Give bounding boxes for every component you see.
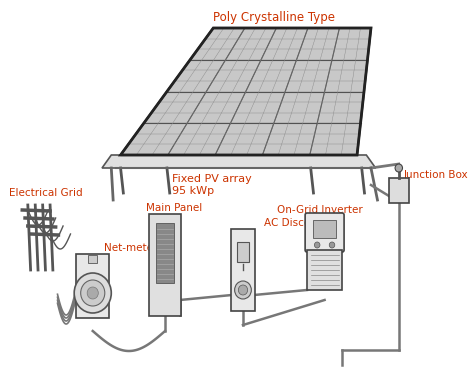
Bar (237, 242, 248, 262)
Bar (389, 178, 409, 203)
Circle shape (235, 281, 251, 299)
Text: Fixed PV array
95 kWp: Fixed PV array 95 kWp (172, 174, 251, 196)
Text: Junction Box: Junction Box (403, 170, 468, 180)
Text: On-Grid Inverter: On-Grid Inverter (277, 205, 363, 215)
Text: Main Panel: Main Panel (146, 203, 202, 213)
FancyBboxPatch shape (149, 214, 181, 316)
Bar (313, 220, 336, 238)
FancyBboxPatch shape (76, 254, 109, 318)
Text: Net-meter: Net-meter (104, 243, 157, 253)
Text: AC Disconnect: AC Disconnect (264, 218, 340, 228)
Bar (307, 250, 342, 290)
Circle shape (314, 242, 320, 248)
Circle shape (329, 242, 335, 248)
FancyBboxPatch shape (231, 229, 255, 311)
Text: Electrical Grid: Electrical Grid (9, 188, 83, 198)
Text: Poly Crystalline Type: Poly Crystalline Type (213, 11, 335, 25)
Circle shape (238, 285, 247, 295)
Polygon shape (102, 155, 375, 168)
Polygon shape (120, 28, 371, 155)
Circle shape (395, 164, 402, 172)
Circle shape (87, 287, 98, 299)
Bar (156, 223, 174, 283)
Circle shape (81, 280, 105, 306)
Circle shape (74, 273, 111, 313)
Bar (88, 255, 97, 263)
FancyBboxPatch shape (305, 213, 344, 252)
